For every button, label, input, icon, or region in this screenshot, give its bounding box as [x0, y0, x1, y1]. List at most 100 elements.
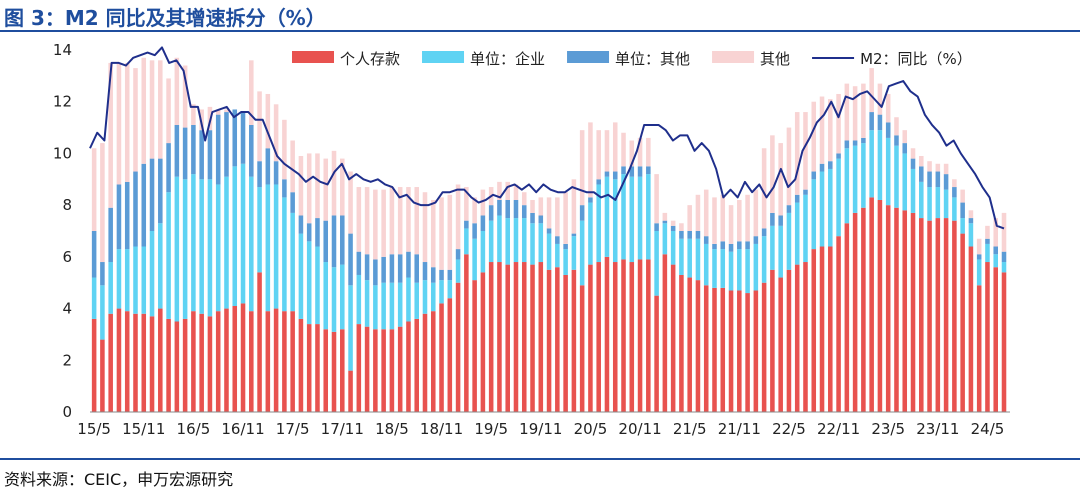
bar-corp [861, 143, 866, 208]
bar-personal [389, 329, 395, 412]
bar-corp [282, 197, 287, 312]
bar-corp [894, 145, 899, 208]
bar-corp [993, 254, 998, 268]
bar-personal [919, 218, 924, 412]
bar-personal [464, 254, 469, 412]
bar-unitOther [133, 171, 138, 247]
bar-other [273, 104, 279, 162]
m2-yoy-line [89, 46, 1005, 230]
bar-other [910, 148, 916, 159]
bar-personal [166, 318, 171, 412]
bar-other [869, 68, 874, 113]
bar-unitOther [530, 212, 535, 224]
bar-corp [364, 280, 370, 327]
y-tick-label: 6 [62, 248, 72, 266]
bar-unitOther [364, 254, 370, 281]
bar-corp [852, 145, 858, 213]
bar-personal [579, 285, 585, 412]
bar-corp [919, 181, 924, 219]
bar-unitOther [968, 218, 974, 224]
bar-corp [794, 202, 800, 265]
x-tick-label: 16/5 [177, 420, 211, 438]
chart-legend: 个人存款 单位：企业 单位：其他 其他 M2：同比（%） [292, 50, 972, 68]
bar-other [679, 223, 684, 231]
bar-other [852, 86, 858, 141]
bar-unitOther [786, 205, 792, 213]
bar-personal [133, 313, 138, 412]
bar-corp [588, 202, 593, 265]
bar-unitOther [149, 158, 155, 231]
bar-other [985, 225, 990, 239]
bar-unitOther [770, 212, 775, 226]
x-tick-label: 23/11 [916, 420, 959, 438]
bar-personal [530, 264, 535, 412]
bar-other [646, 137, 651, 167]
bar-other [794, 112, 800, 195]
bar-personal [182, 318, 188, 412]
bar-personal [232, 305, 238, 412]
bar-personal [646, 259, 651, 412]
legend-swatch-personal [292, 51, 334, 63]
bar-personal [728, 290, 734, 412]
bar-personal [571, 269, 577, 412]
bar-corp [877, 130, 883, 200]
bar-unitOther [943, 174, 949, 190]
bar-other [505, 181, 510, 200]
bar-personal [265, 311, 271, 412]
bar-other [373, 189, 378, 260]
bar-other [753, 189, 759, 237]
bar-unitOther [108, 207, 113, 263]
bar-corp [670, 231, 676, 265]
bar-personal [538, 262, 544, 412]
bar-other [290, 140, 295, 193]
bar-other [703, 189, 709, 237]
bar-personal [282, 311, 287, 412]
bar-personal [191, 311, 196, 412]
bar-unitOther [819, 163, 825, 172]
bar-personal [174, 321, 180, 412]
bar-other [397, 187, 403, 255]
bar-other [340, 158, 345, 216]
bar-unitOther [315, 218, 320, 247]
bar-other [861, 83, 866, 138]
bar-corp [240, 163, 246, 304]
bar-corp [778, 225, 783, 278]
bar-personal [521, 262, 527, 412]
bar-other [604, 130, 610, 172]
bar-other [786, 127, 792, 206]
bar-personal [430, 311, 436, 412]
bar-corp [116, 249, 122, 309]
source-rule [0, 458, 1080, 460]
bar-personal [455, 282, 461, 412]
bar-personal [348, 370, 353, 412]
bar-personal [447, 298, 453, 412]
bar-personal [621, 259, 626, 412]
bar-corp [447, 280, 453, 299]
bar-corp [340, 264, 345, 330]
bar-other [348, 171, 353, 234]
bar-unitOther [910, 158, 916, 169]
bar-corp [770, 225, 775, 270]
bar-unitOther [124, 181, 130, 250]
bar-corp [943, 189, 949, 219]
bar-other [422, 192, 428, 263]
bar-personal [373, 329, 378, 412]
bar-personal [960, 233, 965, 412]
bar-personal [712, 287, 717, 412]
m2-chart: 个人存款 单位：企业 单位：其他 其他 M2：同比（%） 0 2 4 6 8 10 12 14 15/5… [53, 41, 1010, 438]
bar-personal [952, 220, 957, 412]
bar-unitOther [455, 249, 461, 260]
bar-corp [579, 220, 585, 286]
bar-corp [720, 249, 726, 288]
bar-unitOther [232, 109, 238, 167]
bar-other [282, 119, 287, 180]
bar-personal [414, 318, 419, 412]
bar-personal [513, 262, 519, 412]
y-tick-label: 0 [62, 403, 72, 421]
bar-corp [530, 223, 535, 265]
legend-label-unitOther: 单位：其他 [615, 50, 690, 68]
bar-corp [158, 223, 163, 309]
bar-unitOther [249, 124, 254, 177]
bar-unitOther [753, 236, 759, 244]
bar-corp [728, 251, 734, 291]
